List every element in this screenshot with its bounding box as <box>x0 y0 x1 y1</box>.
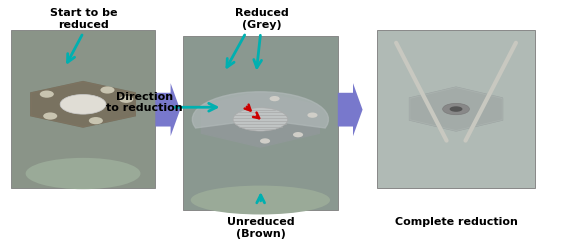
Text: Complete reduction: Complete reduction <box>395 217 517 227</box>
Text: Start to be
reduced: Start to be reduced <box>50 8 117 30</box>
Bar <box>377 30 535 188</box>
Ellipse shape <box>89 117 103 124</box>
Polygon shape <box>155 83 180 136</box>
Circle shape <box>443 103 470 115</box>
Polygon shape <box>410 87 502 131</box>
Bar <box>183 36 338 210</box>
Text: Direction
to reduction: Direction to reduction <box>106 92 183 113</box>
Polygon shape <box>31 82 135 127</box>
Ellipse shape <box>43 112 57 120</box>
Ellipse shape <box>260 138 270 144</box>
Text: Reduced
(Grey): Reduced (Grey) <box>235 8 289 30</box>
Ellipse shape <box>25 158 141 189</box>
Ellipse shape <box>270 96 280 101</box>
Polygon shape <box>338 83 363 136</box>
Circle shape <box>60 94 106 114</box>
Polygon shape <box>31 82 135 127</box>
Polygon shape <box>410 87 502 131</box>
Text: Unreduced
(Brown): Unreduced (Brown) <box>227 217 294 239</box>
Ellipse shape <box>40 91 54 98</box>
Ellipse shape <box>191 186 330 214</box>
Polygon shape <box>202 92 319 147</box>
Circle shape <box>233 108 288 131</box>
Polygon shape <box>193 92 328 128</box>
Ellipse shape <box>307 113 318 118</box>
Ellipse shape <box>293 132 303 137</box>
Ellipse shape <box>119 96 133 103</box>
Ellipse shape <box>100 86 114 94</box>
Bar <box>11 30 155 188</box>
Circle shape <box>450 106 462 112</box>
